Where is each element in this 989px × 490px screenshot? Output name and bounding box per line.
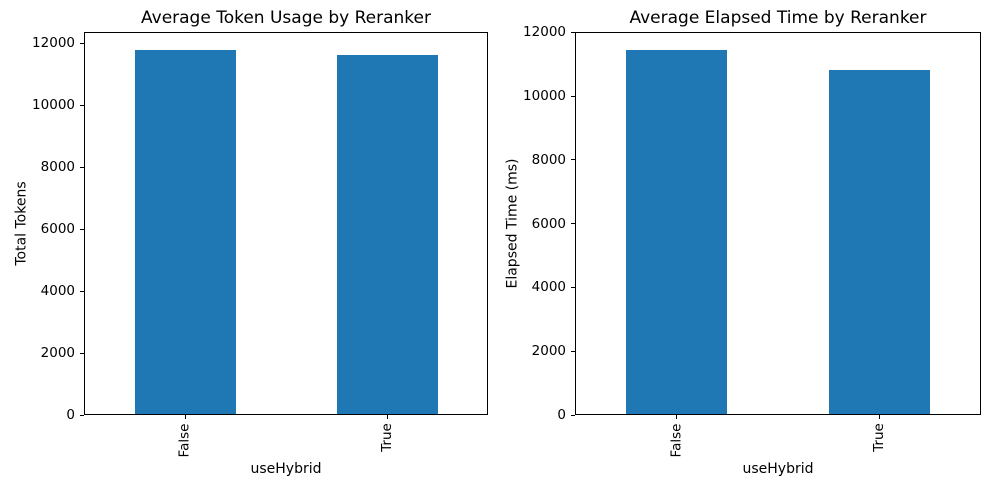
x-tick-mark [386,415,388,419]
y-tick-label: 8000 [40,159,75,176]
y-tick-mark [570,414,575,416]
x-tick-label: False [176,423,193,457]
x-tick-mark [676,415,677,419]
y-tick-mark [79,228,84,230]
y-tick-mark [570,95,575,97]
y-tick-label: 4000 [531,279,566,296]
x-tick-mark [879,415,880,419]
y-tick-label: 8000 [531,151,566,168]
bar-false [134,50,236,414]
y-tick-mark [79,352,84,354]
y-tick-label: 0 [557,407,566,423]
chart-title: Average Elapsed Time by Reranker [629,8,927,28]
y-tick-label: 10000 [32,97,75,114]
y-tick-mark [79,42,84,44]
y-tick-label: 6000 [531,215,566,232]
x-tick-mark [184,415,186,419]
y-tick-mark [79,414,84,416]
y-tick-mark [79,104,84,106]
y-tick-label: 2000 [531,343,566,360]
x-tick-label: True [870,423,887,452]
x-axis-label: useHybrid [250,461,322,477]
y-tick-label: 2000 [40,345,75,362]
y-tick-label: 0 [66,407,75,423]
y-tick-label: 10000 [523,88,566,105]
y-tick-mark [79,290,84,292]
y-tick-mark [570,223,575,225]
y-tick-label: 12000 [32,35,75,52]
x-axis-label: useHybrid [742,461,814,477]
y-tick-mark [570,286,575,288]
chart-title: Average Token Usage by Reranker [141,8,431,28]
y-tick-mark [570,159,575,161]
bar-true [336,54,438,414]
bar-false [625,50,728,414]
y-tick-mark [570,31,575,33]
bar-true [828,70,931,414]
y-tick-label: 6000 [40,221,75,238]
y-tick-label: 12000 [523,24,566,41]
x-tick-label: True [378,423,395,452]
y-tick-label: 4000 [40,283,75,300]
y-tick-mark [79,166,84,168]
x-tick-label: False [667,423,684,457]
y-tick-mark [570,350,575,352]
